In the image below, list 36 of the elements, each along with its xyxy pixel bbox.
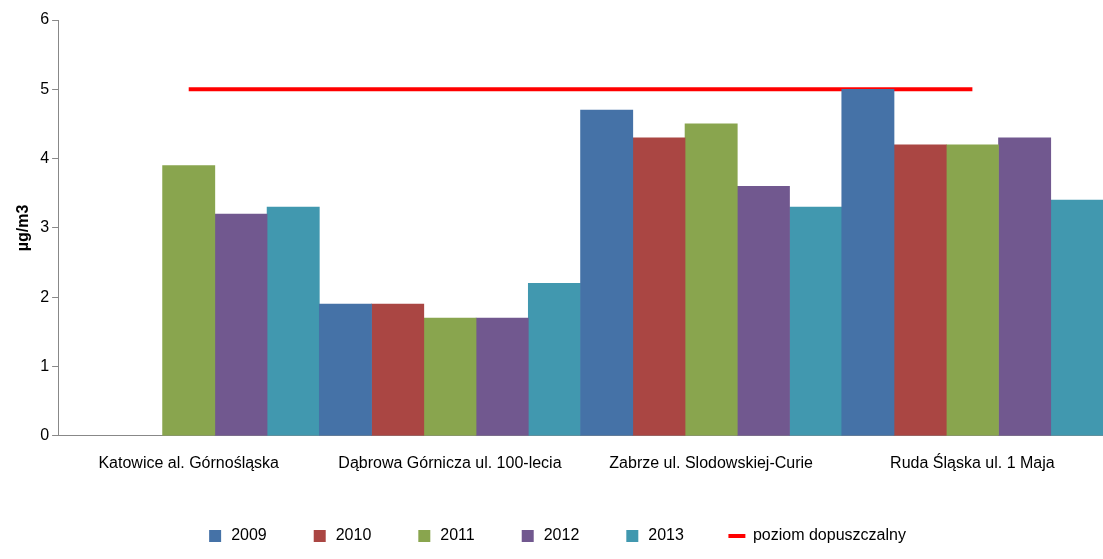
y-tick-label: 5	[40, 79, 50, 97]
legend-label: 2011	[440, 526, 475, 544]
bar	[214, 213, 268, 436]
y-axis-title: µg/m3	[14, 204, 32, 252]
x-tick-label: Zabrze ul. Slodowskiej-Curie	[609, 453, 814, 471]
bar	[318, 303, 372, 436]
bar	[893, 144, 947, 436]
y-tick-label: 3	[40, 218, 50, 236]
bar	[371, 303, 425, 436]
bar	[632, 137, 686, 436]
y-tick-label: 1	[40, 356, 50, 374]
bar	[789, 206, 843, 436]
y-tick-label: 2	[40, 287, 50, 305]
bar	[475, 317, 529, 436]
y-tick-label: 0	[40, 426, 50, 444]
bar	[998, 137, 1052, 436]
bar	[423, 317, 477, 436]
bar	[580, 109, 634, 436]
bar	[841, 88, 895, 436]
x-tick-label: Ruda Śląska ul. 1 Maja	[890, 452, 1055, 471]
x-tick-label: Dąbrowa Górnicza ul. 100-lecia	[338, 453, 562, 471]
y-tick-label: 4	[40, 149, 50, 167]
bar	[1050, 199, 1103, 436]
x-tick-label: Katowice al. Górnośląska	[98, 453, 280, 471]
bar	[736, 185, 790, 436]
bar	[266, 206, 320, 436]
legend-label: 2013	[648, 526, 685, 544]
bar	[527, 283, 581, 436]
bar	[162, 165, 216, 436]
bar	[945, 144, 999, 436]
bar	[684, 123, 738, 436]
legend-label: 2009	[231, 526, 267, 544]
legend-label: 2012	[543, 526, 580, 544]
legend-label: poziom dopuszczalny	[752, 526, 906, 544]
legend-label: 2010	[335, 526, 372, 544]
y-tick-label: 6	[40, 10, 50, 28]
